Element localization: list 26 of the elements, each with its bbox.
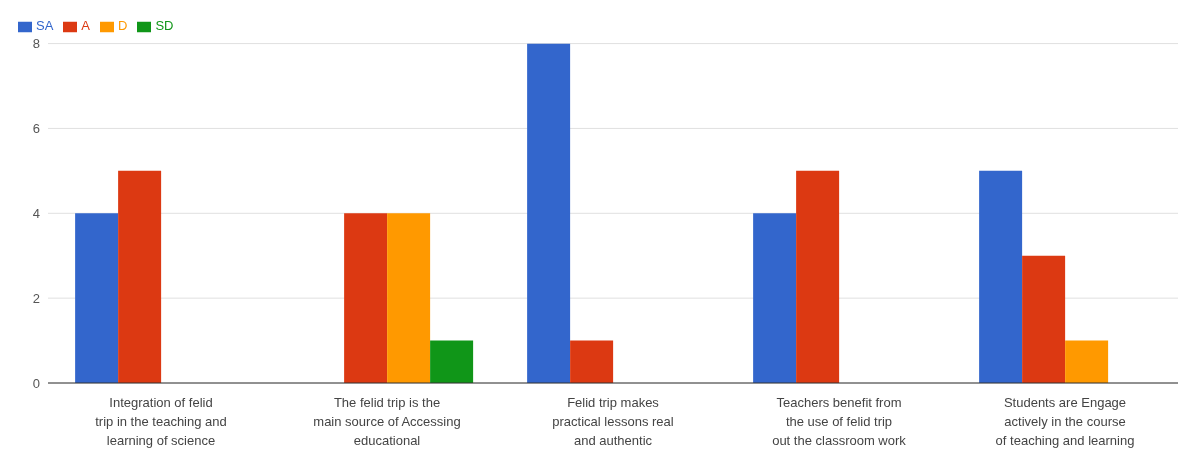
y-tick-label: 2 <box>32 290 40 306</box>
bar <box>753 213 797 383</box>
bar <box>118 170 162 383</box>
bar <box>796 170 840 383</box>
y-tick-label: 8 <box>32 36 40 52</box>
bar <box>570 340 614 383</box>
x-tick-label: Felid trip makes practical lessons real and authentic <box>552 395 674 448</box>
legend-label: SD <box>155 18 174 33</box>
bar <box>979 170 1023 383</box>
bar <box>527 43 571 383</box>
y-tick-label: 0 <box>32 375 40 391</box>
bar <box>1065 340 1109 383</box>
bar <box>75 213 119 383</box>
bar <box>430 340 474 383</box>
bar <box>1022 255 1066 383</box>
x-tick-label: The felid trip is the main source of Accessing educational <box>313 395 461 448</box>
x-tick-label: Teachers benefit from the use of felid trip out the classroom work <box>772 395 907 448</box>
x-tick-label: Students are Engage actively in the course of teaching and learning <box>995 395 1135 448</box>
legend-label: D <box>118 18 128 33</box>
legend-label: SA <box>36 18 54 33</box>
y-tick-label: 4 <box>32 205 40 221</box>
x-tick-label: Integration of felid trip in the teaching and learning of science <box>95 395 227 448</box>
bar <box>387 213 431 383</box>
y-tick-label: 6 <box>32 121 40 137</box>
legend-label: A <box>81 18 91 33</box>
bar <box>344 213 388 383</box>
